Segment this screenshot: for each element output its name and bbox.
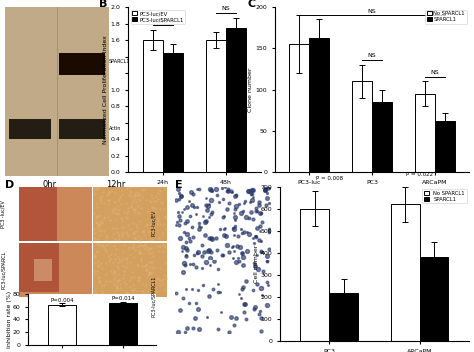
Bar (143, 40, 163, 172)
Text: NS: NS (430, 70, 439, 75)
Y-axis label: Cell number: Cell number (254, 245, 259, 283)
Y-axis label: Clone number: Clone number (248, 68, 253, 112)
Bar (109, 303, 137, 345)
Bar (289, 44, 310, 172)
Bar (48, 305, 76, 345)
Bar (372, 102, 392, 172)
Bar (9, 119, 51, 139)
Bar (310, 38, 329, 172)
Bar (59, 119, 105, 139)
Text: P = 0.022: P = 0.022 (406, 172, 433, 177)
Y-axis label: Inhibition rate (%): Inhibition rate (%) (7, 291, 11, 348)
Text: SPARCL1: SPARCL1 (109, 58, 130, 64)
Text: P=0.014: P=0.014 (111, 296, 135, 301)
Legend: No SPARCL1, SPARCL1: No SPARCL1, SPARCL1 (422, 189, 466, 203)
Text: NS: NS (368, 53, 376, 58)
Bar (391, 204, 419, 341)
Text: B: B (99, 0, 107, 9)
Bar (226, 28, 246, 172)
Bar (59, 53, 105, 75)
Bar (435, 121, 455, 172)
Text: E: E (175, 180, 183, 189)
Bar (419, 257, 448, 341)
Legend: No SPARCL1, SPARCL1: No SPARCL1, SPARCL1 (425, 10, 466, 24)
Text: NS: NS (222, 6, 230, 11)
Bar (206, 40, 226, 172)
Bar (301, 209, 329, 341)
Text: C: C (248, 0, 256, 9)
Text: *NS: *NS (157, 19, 169, 24)
Bar (19, 187, 57, 241)
Legend: PC3-luc/EV, PC3-luc/SPARCL1: PC3-luc/EV, PC3-luc/SPARCL1 (131, 10, 185, 24)
Bar (163, 52, 183, 172)
Y-axis label: Normalized Cell Proliferation Index: Normalized Cell Proliferation Index (103, 35, 108, 144)
Text: Actin: Actin (109, 126, 121, 131)
Bar (329, 293, 358, 341)
Text: PC3-luc/SPARCL1: PC3-luc/SPARCL1 (151, 276, 156, 317)
Text: PC3-luc/EV: PC3-luc/EV (151, 209, 156, 236)
Text: D: D (5, 180, 14, 189)
Text: NS: NS (368, 9, 376, 14)
Text: PC3 -luc/EV: PC3 -luc/EV (1, 200, 6, 228)
Text: P = 0.008: P = 0.008 (316, 176, 343, 181)
Text: 12hr: 12hr (107, 180, 126, 189)
Bar (352, 81, 372, 172)
Bar (34, 259, 52, 281)
Bar (19, 243, 59, 292)
Text: P=0.004: P=0.004 (50, 297, 74, 302)
Text: PC3-luc/SPARCL: PC3-luc/SPARCL (1, 251, 6, 289)
Bar (415, 94, 435, 172)
Text: 0hr: 0hr (43, 180, 57, 189)
